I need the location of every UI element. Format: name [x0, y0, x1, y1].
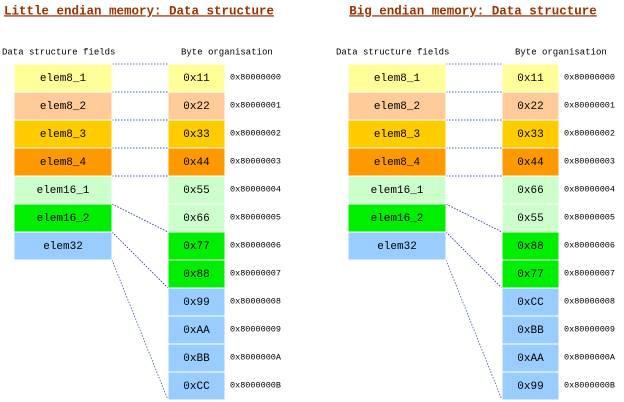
byte-box — [167, 119, 226, 149]
byte-value: 0x55 — [517, 213, 543, 225]
byte-value: 0x99 — [517, 381, 543, 393]
byte-address: 0x80000009 — [564, 324, 615, 334]
byte-value: 0x11 — [517, 73, 544, 85]
field-label: elem8_1 — [40, 73, 87, 85]
byte-value: 0x66 — [517, 185, 543, 197]
field-box — [13, 231, 113, 261]
field-label: elem8_2 — [40, 101, 86, 113]
byte-address: 0x8000000B — [230, 380, 281, 390]
byte-value: 0xCC — [517, 297, 544, 309]
field-label: elem8_2 — [374, 101, 420, 113]
field-label: elem8_3 — [374, 129, 420, 141]
connector — [111, 203, 169, 233]
byte-address: 0x80000003 — [564, 156, 615, 166]
byte-value: 0x88 — [517, 241, 543, 253]
connector — [445, 231, 503, 289]
field-box — [347, 91, 447, 121]
connector — [445, 259, 503, 401]
byte-box — [167, 315, 226, 345]
field-label: elem8_3 — [40, 129, 86, 141]
panel-title: Big endian memory: Data structure — [349, 4, 597, 18]
byte-value: 0xAA — [517, 353, 544, 365]
byte-box — [501, 203, 560, 233]
byte-value: 0x88 — [183, 269, 209, 281]
field-label: elem16_1 — [371, 185, 424, 197]
byte-value: 0x33 — [517, 129, 543, 141]
byte-box — [167, 63, 226, 93]
byte-box — [167, 343, 226, 373]
byte-value: 0x11 — [183, 73, 210, 85]
byte-address: 0x8000000B — [564, 380, 615, 390]
byte-value: 0x77 — [183, 241, 209, 253]
field-box — [347, 119, 447, 149]
byte-address: 0x80000001 — [230, 100, 281, 110]
byte-box — [501, 315, 560, 345]
field-label: elem16_1 — [37, 185, 90, 197]
byte-address: 0x80000009 — [230, 324, 281, 334]
field-label: elem16_2 — [371, 213, 424, 225]
byte-value: 0x55 — [183, 185, 209, 197]
byte-value: 0xBB — [517, 325, 544, 337]
byte-address: 0x80000002 — [564, 128, 615, 138]
byte-box — [501, 91, 560, 121]
byte-box — [501, 63, 560, 93]
connector — [445, 203, 503, 233]
fields-header: Data structure fields — [336, 47, 449, 57]
byte-box — [501, 259, 560, 289]
byte-value: 0x22 — [517, 101, 543, 113]
byte-value: 0xCC — [183, 381, 210, 393]
field-label: elem32 — [43, 241, 83, 253]
field-box — [347, 231, 447, 261]
byte-address: 0x80000007 — [230, 268, 281, 278]
field-box — [347, 63, 447, 93]
field-box — [13, 175, 113, 205]
field-label: elem16_2 — [37, 213, 90, 225]
panel-title: Little endian memory: Data structure — [4, 4, 274, 18]
byte-address: 0x80000002 — [230, 128, 281, 138]
byte-box — [167, 147, 226, 177]
byte-value: 0xAA — [183, 325, 210, 337]
byte-address: 0x80000006 — [564, 240, 615, 250]
byte-address: 0x80000007 — [564, 268, 615, 278]
byte-box — [501, 287, 560, 317]
field-label: elem8_4 — [374, 157, 421, 169]
byte-address: 0x80000005 — [230, 212, 281, 222]
byte-address: 0x80000008 — [564, 296, 615, 306]
fields-header: Data structure fields — [2, 47, 115, 57]
bytes-header: Byte organisation — [181, 47, 273, 57]
byte-value: 0x77 — [517, 269, 543, 281]
byte-address: 0x8000000A — [564, 352, 616, 362]
byte-value: 0x66 — [183, 213, 209, 225]
byte-address: 0x80000006 — [230, 240, 281, 250]
field-box — [13, 119, 113, 149]
byte-address: 0x80000000 — [230, 72, 281, 82]
field-box — [13, 91, 113, 121]
connector — [111, 259, 169, 401]
byte-address: 0x80000003 — [230, 156, 281, 166]
byte-box — [501, 371, 560, 401]
field-label: elem8_1 — [374, 73, 421, 85]
byte-value: 0x33 — [183, 129, 209, 141]
byte-value: 0xBB — [183, 353, 210, 365]
byte-address: 0x8000000A — [230, 352, 282, 362]
field-box — [13, 63, 113, 93]
byte-address: 0x80000001 — [564, 100, 615, 110]
byte-address: 0x80000000 — [564, 72, 615, 82]
byte-address: 0x80000004 — [230, 184, 281, 194]
byte-box — [167, 371, 226, 401]
byte-value: 0x22 — [183, 101, 209, 113]
byte-box — [167, 203, 226, 233]
connector — [111, 231, 169, 289]
field-label: elem32 — [377, 241, 417, 253]
byte-address: 0x80000005 — [564, 212, 615, 222]
bytes-header: Byte organisation — [515, 47, 607, 57]
byte-value: 0x44 — [517, 157, 544, 169]
byte-address: 0x80000008 — [230, 296, 281, 306]
byte-value: 0x44 — [183, 157, 210, 169]
byte-value: 0x99 — [183, 297, 209, 309]
field-label: elem8_4 — [40, 157, 87, 169]
field-box — [347, 147, 447, 177]
byte-address: 0x80000004 — [564, 184, 615, 194]
